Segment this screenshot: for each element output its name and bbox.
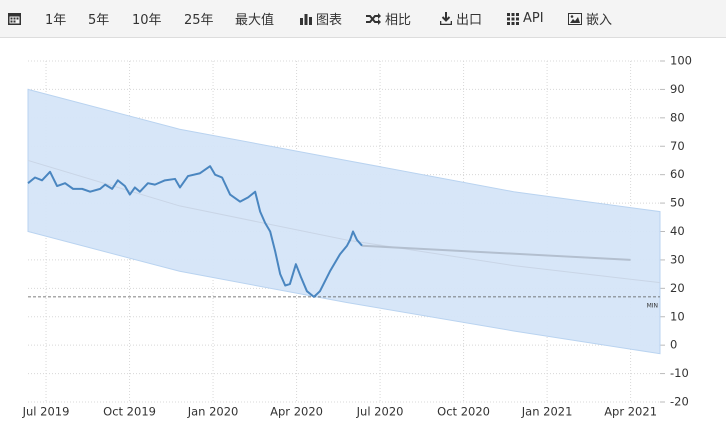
- y-tick-label: -20: [670, 395, 689, 409]
- y-tick-label: 50: [670, 196, 685, 210]
- series-line: [361, 244, 631, 261]
- x-tick-label: Jul 2020: [356, 405, 404, 419]
- embed-button[interactable]: 嵌入: [568, 9, 612, 28]
- range-10y[interactable]: 10年: [132, 13, 162, 28]
- export-button[interactable]: 出口: [440, 9, 482, 28]
- calendar-button[interactable]: [8, 12, 21, 25]
- label: 出口: [456, 13, 483, 28]
- x-tick-label: Jul 2019: [22, 405, 70, 419]
- y-tick-label: 40: [670, 224, 685, 238]
- label: API: [523, 11, 544, 26]
- chart-button[interactable]: 图表: [300, 9, 342, 28]
- min-label: MIN: [647, 302, 658, 309]
- y-tick-label: 20: [670, 281, 685, 295]
- x-tick-label: Jan 2021: [521, 405, 573, 419]
- range-max[interactable]: 最大值: [235, 13, 275, 28]
- compare-button[interactable]: 相比: [366, 9, 411, 28]
- y-tick-label: 80: [670, 110, 685, 124]
- y-tick-label: 30: [670, 252, 685, 266]
- range-1y[interactable]: 1年: [45, 13, 67, 28]
- label: 相比: [385, 13, 412, 28]
- x-tick-label: Jan 2020: [187, 405, 239, 419]
- x-tick-label: Apr 2020: [270, 405, 323, 419]
- range-25y[interactable]: 25年: [184, 13, 214, 28]
- series-line: [27, 165, 363, 298]
- y-tick-label: 10: [670, 309, 685, 323]
- series-line: [27, 159, 661, 284]
- x-tick-label: Oct 2019: [103, 405, 156, 419]
- api-button[interactable]: API: [507, 11, 544, 26]
- x-tick-label: Apr 2021: [604, 405, 657, 419]
- x-tick-label: Oct 2020: [437, 405, 490, 419]
- toolbar: 1年 5年 10年 25年 最大值 图表 相比 出口 API 嵌入: [0, 0, 726, 38]
- y-tick-label: -10: [670, 366, 689, 380]
- y-tick-label: 60: [670, 167, 685, 181]
- range-5y[interactable]: 5年: [88, 13, 110, 28]
- y-tick-label: 100: [670, 54, 692, 68]
- y-tick-label: 90: [670, 82, 685, 96]
- label: 图表: [316, 13, 343, 28]
- y-tick-label: 70: [670, 139, 685, 153]
- y-tick-label: 0: [670, 338, 677, 352]
- forecast-band: [27, 88, 661, 355]
- label: 嵌入: [586, 13, 613, 28]
